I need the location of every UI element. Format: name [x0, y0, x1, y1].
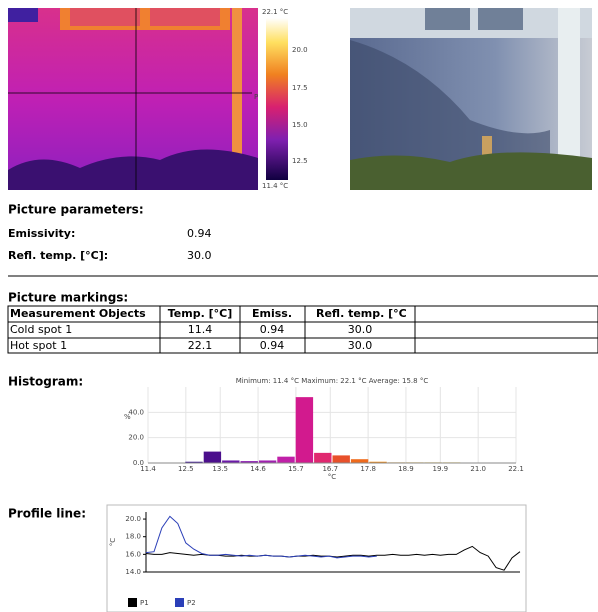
x-tick-label: 12.5	[178, 465, 194, 473]
table-header: Measurement Objects	[10, 307, 146, 320]
x-tick-label: 21.0	[470, 465, 486, 473]
bar	[333, 455, 350, 463]
x-tick-label: 15.7	[288, 465, 304, 473]
profile-line	[146, 516, 377, 558]
param-label: Refl. temp. [°C]:	[8, 249, 108, 262]
x-tick-label: 11.4	[140, 465, 156, 473]
section-title: Histogram:	[8, 375, 83, 389]
table-cell: Cold spot 1	[10, 323, 72, 336]
section-title: Profile line:	[8, 507, 86, 521]
y-tick-label: 18.0	[125, 533, 141, 541]
x-tick-label: 16.7	[322, 465, 338, 473]
bar	[351, 459, 368, 463]
y-tick-label: 16.0	[125, 550, 141, 558]
legend-label: P1	[140, 599, 149, 607]
profile-marker: P	[254, 93, 258, 101]
table-header: Emiss.	[252, 307, 292, 320]
section-title: Picture markings:	[8, 291, 128, 305]
scale-min: 11.4 °C	[262, 182, 288, 190]
table-cell: Hot spot 1	[10, 339, 67, 352]
report: P 22.1 °C 20.0 17.5 15.0 12.5 11.4 °C Pi…	[0, 0, 598, 612]
profile-frame	[107, 505, 526, 612]
legend-swatch	[128, 598, 137, 607]
x-tick-label: 18.9	[398, 465, 414, 473]
profile-line	[146, 546, 520, 570]
table-cell: 30.0	[348, 323, 373, 336]
table-header: Refl. temp. [°C	[316, 307, 407, 320]
bar	[314, 453, 331, 463]
bar	[296, 397, 313, 463]
param-label: Emissivity:	[8, 227, 75, 240]
table-cell: 22.1	[188, 339, 213, 352]
table-cell: 0.94	[260, 339, 285, 352]
photo	[350, 8, 592, 190]
scale-max: 22.1 °C	[262, 8, 288, 16]
scale-tick: 12.5	[292, 157, 308, 165]
y-tick-label: 20.0	[125, 515, 141, 523]
x-tick-label: 19.9	[433, 465, 449, 473]
table-cell: 0.94	[260, 323, 285, 336]
y-tick-label: 20.0	[128, 434, 144, 442]
x-tick-label: 13.5	[212, 465, 228, 473]
table-cell: 11.4	[188, 323, 213, 336]
legend-label: P2	[187, 599, 196, 607]
y-tick-label: 14.0	[125, 568, 141, 576]
table-header: Temp. [°C]	[168, 307, 232, 320]
param-value: 0.94	[187, 227, 212, 240]
x-tick-label: 14.6	[250, 465, 266, 473]
x-axis-label: °C	[328, 473, 337, 481]
table-cell: 30.0	[348, 339, 373, 352]
section-title: Picture parameters:	[8, 203, 144, 217]
bar	[204, 452, 221, 463]
scale-tick: 20.0	[292, 46, 308, 54]
bar	[277, 457, 294, 463]
x-tick-label: 22.1	[508, 465, 524, 473]
scale-tick: 15.0	[292, 121, 308, 129]
scale-tick: 17.5	[292, 84, 308, 92]
y-axis-label: °C	[109, 538, 117, 547]
y-axis-label: %	[124, 413, 131, 421]
legend-swatch	[175, 598, 184, 607]
x-tick-label: 17.8	[360, 465, 376, 473]
thermal-image: P 22.1 °C 20.0 17.5 15.0 12.5 11.4 °C	[8, 8, 308, 190]
y-tick-label: 40.0	[128, 408, 144, 416]
chart-title: Minimum: 11.4 °C Maximum: 22.1 °C Averag…	[236, 377, 429, 385]
param-value: 30.0	[187, 249, 212, 262]
